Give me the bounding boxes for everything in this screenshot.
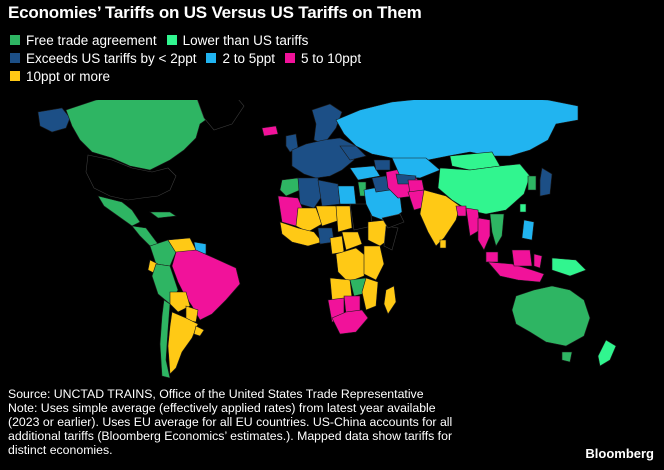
legend-item-5-to-10: 5 to 10ppt [285,51,361,66]
region-bolivia [169,291,191,313]
region-bangladesh [455,205,467,217]
region-malaysia [485,251,499,263]
region-brazil [171,249,241,321]
region-uruguay [193,325,205,337]
region-libya [317,179,341,207]
world-map [37,100,617,379]
region-west-africa [279,221,323,247]
region-chile [159,299,171,379]
region-papua [551,257,587,277]
region-cameroon [329,235,345,255]
region-russia [335,100,579,161]
region-sulawesi [533,253,543,269]
region-korea [527,175,537,191]
legend-item-lower: Lower than US tariffs [166,32,309,48]
legend-label: 5 to 10ppt [301,50,362,66]
legend: Free trade agreement Lower than US tarif… [10,31,371,85]
south-america [147,237,241,379]
legend-row-2: Exceeds US tariffs by < 2ppt 2 to 5ppt 5… [10,49,371,67]
region-greenland [197,100,245,131]
legend-swatch [285,53,296,63]
region-somalia [383,225,399,251]
region-argentina [167,311,199,375]
region-paraguay [185,305,199,323]
footnote-note: Note: Uses simple average (effectively a… [8,401,436,415]
region-central-africa [341,231,363,251]
region-china [437,163,531,215]
region-central-america [131,225,159,247]
region-cuba [149,211,177,219]
legend-item-exceeds-lt2: Exceeds US tariffs by < 2ppt [10,51,196,66]
region-caucasus [373,159,391,171]
region-australia [511,285,591,347]
legend-item-10-plus: 10ppt or more [10,69,110,84]
europe [261,103,357,179]
legend-label: 10ppt or more [26,68,111,84]
legend-item-2-to-5: 2 to 5ppt [206,51,275,66]
region-iceland [261,125,279,137]
region-philippines [521,219,535,241]
footnote-note: additional tariffs (Bloomberg Economics’… [8,429,453,443]
region-south-africa [331,309,369,335]
region-kenya-tanzania [363,245,385,281]
region-kazakhstan [391,157,441,179]
legend-swatch [206,53,217,63]
region-tasmania [561,351,573,363]
asia [335,100,587,283]
legend-swatch [10,71,20,81]
region-yemen-oman [381,213,405,229]
legend-item-free-trade: Free trade agreement [10,33,157,48]
oceania [511,285,617,367]
region-mexico [97,195,141,227]
brand-logo: Bloomberg [585,446,654,461]
region-egypt [337,185,357,205]
region-alaska [37,107,71,133]
region-taiwan [519,203,527,213]
region-eu [291,137,357,179]
footnote: Source: UNCTAD TRAINS, Office of the Uni… [8,387,528,457]
footnote-note: distinct economies. [8,443,113,457]
legend-label: Free trade agreement [26,32,157,48]
region-japan [539,167,553,197]
chart-title: Economies’ Tariffs on US Versus US Tarif… [8,3,422,22]
legend-label: Lower than US tariffs [182,32,309,48]
region-borneo [511,249,533,267]
legend-label: 2 to 5ppt [222,50,276,66]
region-colombia [149,239,177,267]
legend-row-1: Free trade agreement Lower than US tarif… [10,31,371,49]
africa [277,177,399,335]
region-chad [335,205,353,233]
north-america [37,100,245,247]
region-morocco [279,177,301,197]
region-canada [65,100,215,171]
region-algeria [297,177,323,209]
footnote-source: Source: UNCTAD TRAINS, Office of the Uni… [8,387,424,401]
region-turkey [349,165,381,181]
region-vietnam [489,213,505,247]
region-usa [85,154,177,201]
legend-swatch [166,35,177,45]
region-madagascar [383,285,397,315]
region-india [419,189,461,247]
region-ukraine [339,145,367,161]
region-new-zealand [597,339,617,367]
region-scandinavia [311,103,343,145]
region-mozambique [361,277,379,311]
region-thailand [477,217,491,251]
legend-swatch [10,53,20,63]
legend-label: Exceeds US tariffs by < 2ppt [26,50,197,66]
legend-row-3: 10ppt or more [10,67,371,85]
footnote-note: (2023 or earlier). Uses EU average for a… [8,415,453,429]
region-sri-lanka [439,239,447,249]
region-mali [295,207,323,233]
region-drc [335,247,367,283]
legend-swatch [10,35,20,45]
